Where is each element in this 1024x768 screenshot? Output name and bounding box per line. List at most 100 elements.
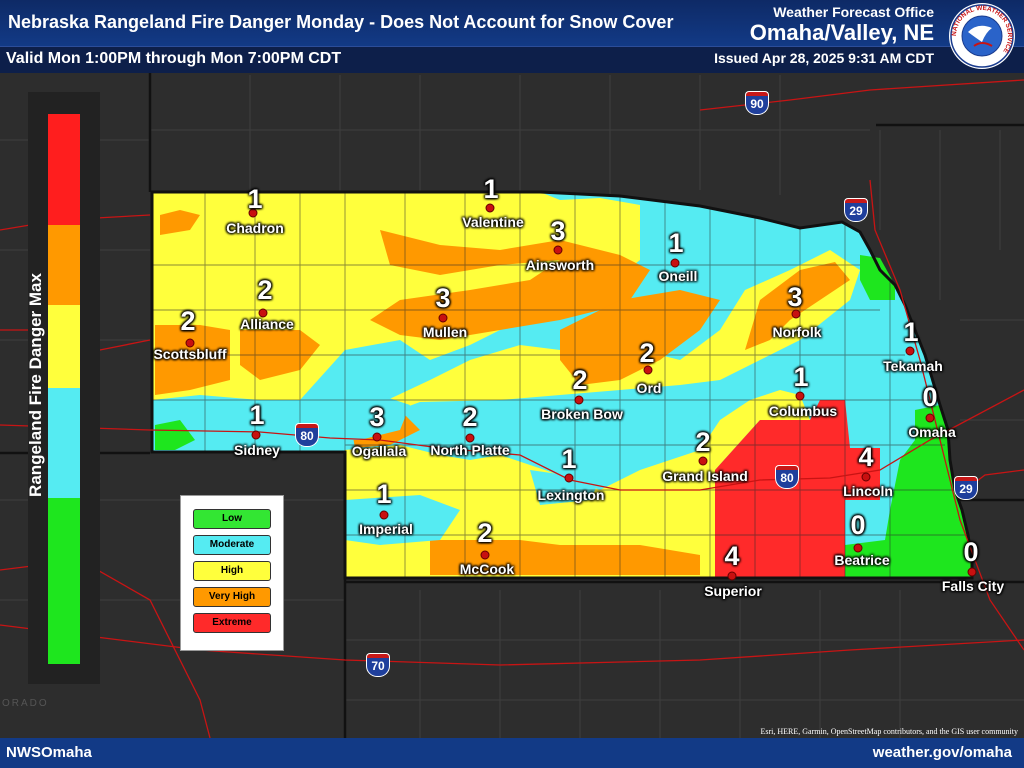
- wfo-label: Weather Forecast Office: [773, 4, 934, 20]
- colorbar-segment: [48, 114, 80, 225]
- issued-time: Issued Apr 28, 2025 9:31 AM CDT: [714, 50, 934, 66]
- city-dot-falls-city: [967, 567, 977, 577]
- interstate-shield: 80: [775, 465, 799, 489]
- region-high-central: [345, 250, 860, 430]
- fire-danger-value-tekamah: 1: [903, 317, 919, 347]
- city-label-lexington: Lexington: [537, 487, 605, 503]
- footer-social: NWSOmaha: [6, 744, 92, 761]
- legend-item-very-high: Very High: [193, 587, 271, 607]
- fire-danger-value-alliance: 2: [257, 275, 273, 305]
- legend: Low Moderate High Very High Extreme: [180, 495, 284, 651]
- fire-danger-value-falls-city: 0: [963, 537, 979, 567]
- city-dot-ord: [643, 365, 653, 375]
- colorbar-segment: [48, 388, 80, 498]
- city-dot-ainsworth: [553, 245, 563, 255]
- city-dot-superior: [727, 571, 737, 581]
- city-dot-lincoln: [861, 472, 871, 482]
- city-dot-valentine: [485, 203, 495, 213]
- colorado-label: ORADO: [2, 698, 49, 709]
- city-label-broken-bow: Broken Bow: [541, 406, 623, 422]
- nws-logo: NATIONAL WEATHER SERVICE: [949, 3, 1015, 69]
- fire-danger-value-imperial: 1: [376, 479, 392, 509]
- region-veryhigh-nw: [160, 210, 200, 235]
- valid-period: Valid Mon 1:00PM through Mon 7:00PM CDT: [6, 50, 342, 67]
- city-label-valentine: Valentine: [462, 214, 524, 230]
- subtitle-bar: [0, 46, 1024, 73]
- interstate-shield: 90: [745, 91, 769, 115]
- fire-danger-value-omaha: 0: [922, 382, 938, 412]
- city-label-tekamah: Tekamah: [883, 358, 943, 374]
- fire-danger-value-columbus: 1: [793, 362, 809, 392]
- city-dot-lexington: [564, 473, 574, 483]
- region-moderate-lexington: [530, 470, 600, 505]
- city-label-sidney: Sidney: [234, 442, 280, 458]
- fire-danger-value-sidney: 1: [249, 400, 265, 430]
- city-label-grand-island: Grand Island: [662, 468, 748, 484]
- city-label-superior: Superior: [704, 583, 762, 599]
- city-dot-north-platte: [465, 433, 475, 443]
- office-name: Omaha/Valley, NE: [749, 20, 934, 45]
- city-label-omaha: Omaha: [908, 424, 956, 440]
- region-moderate-ogallala: [345, 395, 410, 440]
- city-dot-alliance: [258, 308, 268, 318]
- interstate-shield: 29: [844, 198, 868, 222]
- city-dot-sidney: [251, 430, 261, 440]
- city-dot-tekamah: [905, 346, 915, 356]
- city-dot-imperial: [379, 510, 389, 520]
- colorbar-segment: [48, 305, 80, 388]
- fire-danger-value-mccook: 2: [477, 518, 493, 548]
- city-label-imperial: Imperial: [359, 521, 413, 537]
- fire-danger-value-beatrice: 0: [850, 510, 866, 540]
- city-dot-columbus: [795, 391, 805, 401]
- title-bar: [0, 0, 1024, 46]
- city-label-mullen: Mullen: [422, 324, 468, 340]
- fire-danger-value-norfolk: 3: [787, 282, 803, 312]
- interstate-shield: 80: [295, 423, 319, 447]
- city-dot-oneill: [670, 258, 680, 268]
- city-label-mccook: McCook: [459, 561, 515, 577]
- fire-danger-value-superior: 4: [724, 541, 740, 571]
- city-label-chadron: Chadron: [226, 220, 284, 236]
- city-dot-broken-bow: [574, 395, 584, 405]
- region-veryhigh-ord: [560, 290, 720, 385]
- city-dot-norfolk: [791, 309, 801, 319]
- city-dot-beatrice: [853, 543, 863, 553]
- region-low-panhandle: [155, 420, 195, 450]
- fire-danger-value-scottsbluff: 2: [180, 306, 196, 336]
- city-label-beatrice: Beatrice: [834, 552, 890, 568]
- footer-website: weather.gov/omaha: [872, 744, 1012, 761]
- city-dot-chadron: [248, 208, 258, 218]
- fire-danger-value-broken-bow: 2: [572, 365, 588, 395]
- region-veryhigh-south: [430, 540, 700, 575]
- city-label-ord: Ord: [636, 380, 662, 396]
- fire-danger-value-valentine: 1: [483, 174, 499, 204]
- city-label-falls-city: Falls City: [941, 578, 1005, 594]
- city-dot-mccook: [480, 550, 490, 560]
- city-label-columbus: Columbus: [768, 403, 838, 419]
- fire-danger-value-ord: 2: [639, 338, 655, 368]
- city-label-oneill: Oneill: [658, 268, 698, 284]
- city-dot-ogallala: [372, 432, 382, 442]
- legend-item-extreme: Extreme: [193, 613, 271, 633]
- fire-danger-value-lexington: 1: [561, 444, 577, 474]
- city-label-lincoln: Lincoln: [843, 483, 893, 499]
- legend-item-low: Low: [193, 509, 271, 529]
- region-extreme: [715, 400, 880, 578]
- city-dot-omaha: [925, 413, 935, 423]
- footer-bar: [0, 738, 1024, 768]
- map-title: Nebraska Rangeland Fire Danger Monday - …: [8, 12, 674, 32]
- colorbar-segment: [48, 225, 80, 305]
- legend-item-moderate: Moderate: [193, 535, 271, 555]
- fire-danger-value-lincoln: 4: [858, 442, 874, 472]
- fire-danger-value-ainsworth: 3: [550, 216, 566, 246]
- city-label-scottsbluff: Scottsbluff: [153, 346, 227, 362]
- city-label-ogallala: Ogallala: [351, 443, 407, 459]
- city-label-norfolk: Norfolk: [772, 324, 822, 340]
- region-veryhigh-ainsworth: [370, 230, 650, 340]
- state-borders: [0, 72, 1024, 738]
- region-veryhigh-scottsbluff: [155, 325, 230, 395]
- county-lines: [152, 192, 965, 578]
- region-veryhigh-norfolk: [745, 262, 850, 350]
